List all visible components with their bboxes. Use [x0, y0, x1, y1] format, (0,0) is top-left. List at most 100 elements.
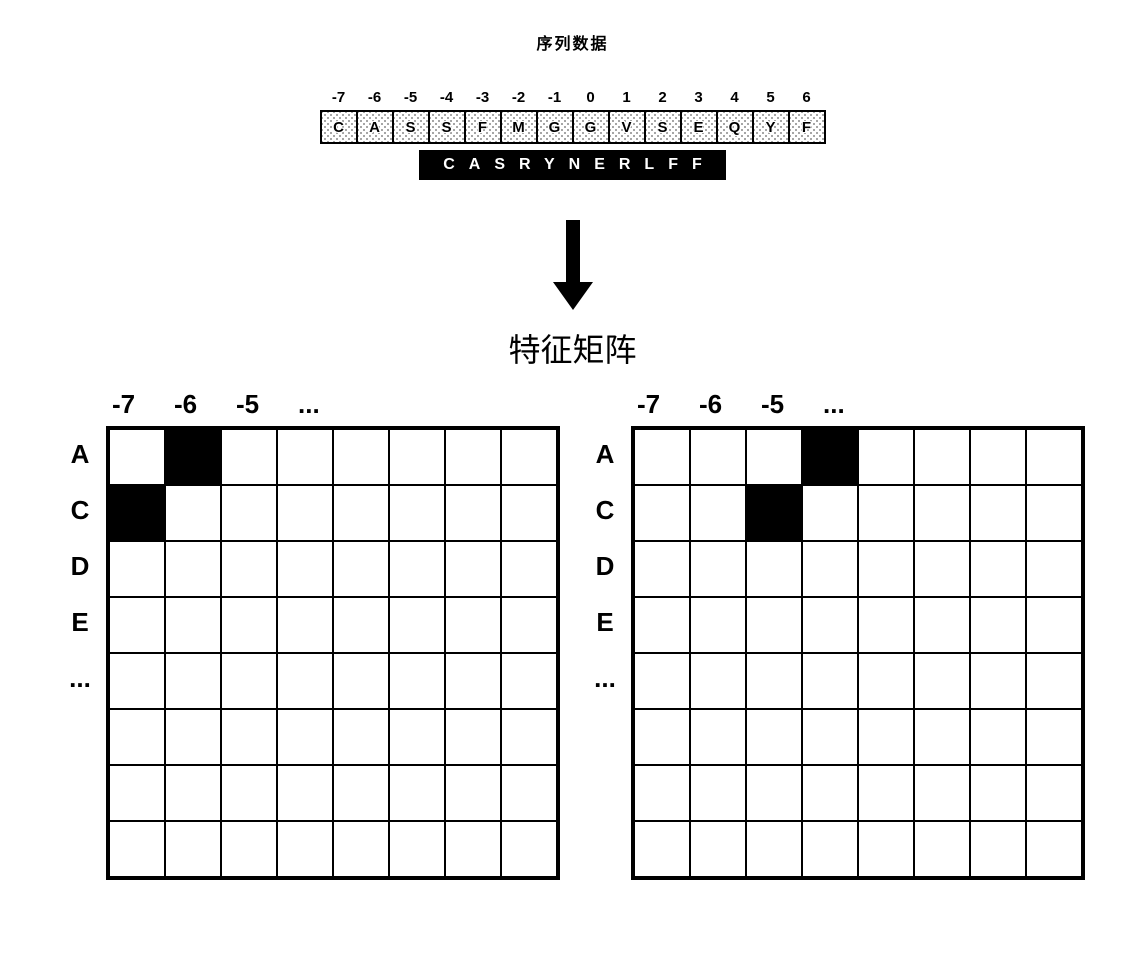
- matrix-cell: [746, 429, 802, 485]
- matrix-cell: [333, 485, 389, 541]
- matrix-cell: [389, 597, 445, 653]
- matrix-row-header: [585, 818, 625, 874]
- position-label: -5: [393, 89, 429, 106]
- matrix-cell: [333, 821, 389, 877]
- matrix-cell: [690, 765, 746, 821]
- matrix-cell: [802, 541, 858, 597]
- matrix-cell: [221, 653, 277, 709]
- matrix-cell: [221, 597, 277, 653]
- position-label: 0: [573, 89, 609, 106]
- matrix-col-header: -5: [755, 389, 817, 420]
- position-label: 2: [645, 89, 681, 106]
- matrix-cell: [690, 653, 746, 709]
- matrix-col-header: -7: [631, 389, 693, 420]
- matrix-cell: [221, 485, 277, 541]
- matrix-cell: [389, 541, 445, 597]
- matrix-cell: [165, 429, 221, 485]
- sequence-cell: A: [356, 110, 394, 144]
- matrix-cell: [802, 821, 858, 877]
- matrix-cell: [389, 653, 445, 709]
- matrix-row-header: ...: [585, 650, 625, 706]
- matrix-cell: [445, 429, 501, 485]
- matrix-cell: [165, 541, 221, 597]
- matrix-cell: [1026, 597, 1082, 653]
- matrix-cell: [914, 653, 970, 709]
- matrix-cell: [109, 597, 165, 653]
- matrix-cell: [221, 541, 277, 597]
- matrix-cell: [501, 429, 557, 485]
- matrix-cell: [109, 485, 165, 541]
- sequence-cell: Y: [752, 110, 790, 144]
- sequence-cell: C: [320, 110, 358, 144]
- matrix-cell: [333, 429, 389, 485]
- matrix-cell: [277, 541, 333, 597]
- matrix-row-header: C: [585, 482, 625, 538]
- sequence-cell: S: [644, 110, 682, 144]
- matrix-cell: [277, 429, 333, 485]
- matrix-cell: [802, 597, 858, 653]
- matrix-cell: [333, 541, 389, 597]
- matrix-cell: [914, 485, 970, 541]
- matrix-col-header: -7: [106, 389, 168, 420]
- matrix-cell: [1026, 821, 1082, 877]
- matrix-cell: [970, 597, 1026, 653]
- matrix-cell: [858, 821, 914, 877]
- matrix-cell: [858, 709, 914, 765]
- matrix-cell: [914, 821, 970, 877]
- matrix-cell: [221, 709, 277, 765]
- sequence-cell: S: [428, 110, 466, 144]
- down-arrow-icon: [30, 220, 1115, 315]
- matrix-row-header: [60, 818, 100, 874]
- matrix-row-header: A: [60, 426, 100, 482]
- matrix-col-header: ...: [292, 389, 354, 420]
- matrix-cell: [445, 541, 501, 597]
- matrix-cell: [858, 485, 914, 541]
- matrix-row-header: D: [60, 538, 100, 594]
- matrix-cell: [221, 765, 277, 821]
- matrix-cell: [690, 821, 746, 877]
- position-label: 3: [681, 89, 717, 106]
- matrix-cell: [109, 653, 165, 709]
- matrix-cell: [634, 597, 690, 653]
- sequence-cell: G: [572, 110, 610, 144]
- matrix-cell: [914, 709, 970, 765]
- matrix-cell: [634, 429, 690, 485]
- matrix-cell: [802, 653, 858, 709]
- matrix-cell: [634, 485, 690, 541]
- matrix-cell: [634, 709, 690, 765]
- matrix-cell: [501, 709, 557, 765]
- matrix-cell: [802, 429, 858, 485]
- matrix-cell: [165, 597, 221, 653]
- position-label: 1: [609, 89, 645, 106]
- matrix-cell: [634, 653, 690, 709]
- position-label: -6: [357, 89, 393, 106]
- matrix-cell: [914, 597, 970, 653]
- matrix-cell: [746, 821, 802, 877]
- matrix-cell: [109, 429, 165, 485]
- matrix-col-header: -5: [230, 389, 292, 420]
- matrix-row-header: D: [585, 538, 625, 594]
- sequence-cell: F: [788, 110, 826, 144]
- matrix-cell: [501, 485, 557, 541]
- matrix-cell: [389, 485, 445, 541]
- matrix-col-header: ...: [817, 389, 879, 420]
- matrix-cell: [277, 765, 333, 821]
- matrix-col-header: -6: [693, 389, 755, 420]
- matrix-cell: [109, 821, 165, 877]
- position-label: 4: [717, 89, 753, 106]
- matrix-cell: [746, 541, 802, 597]
- matrix-cell: [914, 429, 970, 485]
- matrix-cell: [445, 709, 501, 765]
- matrix-cell: [389, 709, 445, 765]
- matrix-cell: [914, 541, 970, 597]
- matrix-cell: [333, 765, 389, 821]
- matrix-cell: [1026, 653, 1082, 709]
- matrix-cell: [970, 541, 1026, 597]
- sequence-cell: Q: [716, 110, 754, 144]
- matrix-cell: [1026, 429, 1082, 485]
- matrix-cell: [634, 765, 690, 821]
- matrix-cell: [690, 709, 746, 765]
- sequence-block: -7-6-5-4-3-2-10123456 CASSFMGGVSEQYF CAS…: [30, 89, 1115, 180]
- matrix-cell: [746, 597, 802, 653]
- matrix-cell: [165, 765, 221, 821]
